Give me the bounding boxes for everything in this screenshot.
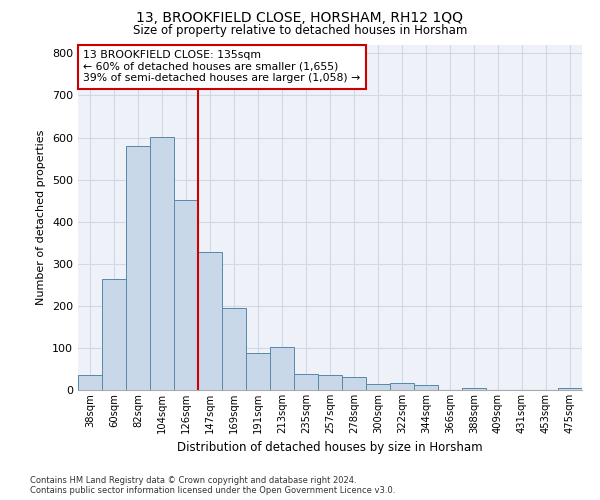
Text: 13, BROOKFIELD CLOSE, HORSHAM, RH12 1QQ: 13, BROOKFIELD CLOSE, HORSHAM, RH12 1QQ bbox=[137, 11, 464, 25]
Bar bbox=[366, 384, 390, 390]
Bar bbox=[78, 376, 102, 390]
Bar bbox=[342, 377, 366, 390]
Bar bbox=[462, 388, 486, 390]
Bar bbox=[126, 146, 150, 390]
X-axis label: Distribution of detached houses by size in Horsham: Distribution of detached houses by size … bbox=[177, 442, 483, 454]
Bar bbox=[198, 252, 222, 390]
Text: 13 BROOKFIELD CLOSE: 135sqm
← 60% of detached houses are smaller (1,655)
39% of : 13 BROOKFIELD CLOSE: 135sqm ← 60% of det… bbox=[83, 50, 360, 84]
Bar bbox=[390, 383, 414, 390]
Y-axis label: Number of detached properties: Number of detached properties bbox=[37, 130, 46, 305]
Bar bbox=[246, 353, 270, 390]
Bar bbox=[102, 280, 126, 390]
Bar bbox=[318, 376, 342, 390]
Text: Contains HM Land Registry data © Crown copyright and database right 2024.
Contai: Contains HM Land Registry data © Crown c… bbox=[30, 476, 395, 495]
Bar bbox=[270, 347, 294, 390]
Bar bbox=[558, 388, 582, 390]
Bar bbox=[414, 386, 438, 390]
Bar bbox=[174, 200, 198, 390]
Bar bbox=[222, 308, 246, 390]
Text: Size of property relative to detached houses in Horsham: Size of property relative to detached ho… bbox=[133, 24, 467, 37]
Bar bbox=[150, 136, 174, 390]
Bar bbox=[294, 374, 318, 390]
